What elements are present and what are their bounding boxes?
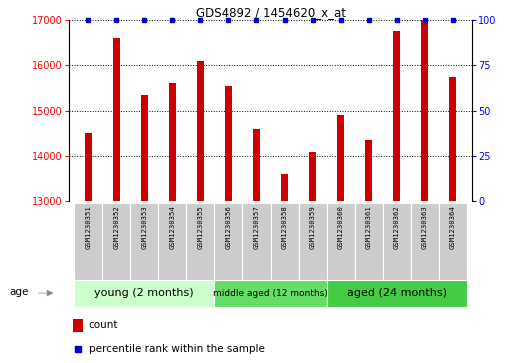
Bar [439, 203, 467, 280]
Bar [214, 203, 242, 280]
Bar [141, 95, 148, 363]
Bar [225, 86, 232, 363]
Bar [74, 203, 102, 280]
Text: GSM1230359: GSM1230359 [309, 205, 315, 249]
Bar [411, 203, 439, 280]
Text: GSM1230363: GSM1230363 [422, 205, 428, 249]
Text: GSM1230352: GSM1230352 [113, 205, 119, 249]
Bar [130, 203, 158, 280]
Bar [299, 203, 327, 280]
Bar [365, 140, 372, 363]
Text: GSM1230361: GSM1230361 [366, 205, 372, 249]
Text: GSM1230351: GSM1230351 [85, 205, 91, 249]
Bar [393, 31, 400, 363]
Text: count: count [89, 321, 118, 330]
Bar [449, 77, 456, 363]
Text: GSM1230362: GSM1230362 [394, 205, 400, 249]
Title: GDS4892 / 1454620_x_at: GDS4892 / 1454620_x_at [196, 6, 345, 19]
Text: GSM1230364: GSM1230364 [450, 205, 456, 249]
Bar [197, 61, 204, 363]
Bar [337, 115, 344, 363]
Text: GSM1230355: GSM1230355 [198, 205, 203, 249]
Bar [214, 280, 327, 307]
Bar [242, 203, 270, 280]
Bar [113, 38, 120, 363]
Bar [102, 203, 130, 280]
Bar [309, 152, 316, 363]
Bar [74, 280, 214, 307]
Bar [327, 203, 355, 280]
Bar [85, 134, 92, 363]
Bar [270, 203, 299, 280]
Bar [158, 203, 186, 280]
Text: GSM1230357: GSM1230357 [253, 205, 260, 249]
Text: GSM1230360: GSM1230360 [338, 205, 343, 249]
Bar [253, 129, 260, 363]
Text: GSM1230354: GSM1230354 [169, 205, 175, 249]
Bar [421, 20, 428, 363]
Bar [355, 203, 383, 280]
Text: GSM1230356: GSM1230356 [226, 205, 232, 249]
Text: GSM1230358: GSM1230358 [281, 205, 288, 249]
Bar [73, 319, 83, 332]
Bar [383, 203, 411, 280]
Text: aged (24 months): aged (24 months) [347, 288, 447, 298]
Bar [186, 203, 214, 280]
Text: young (2 months): young (2 months) [94, 288, 194, 298]
Text: GSM1230353: GSM1230353 [141, 205, 147, 249]
Text: middle aged (12 months): middle aged (12 months) [213, 289, 328, 298]
Text: percentile rank within the sample: percentile rank within the sample [89, 344, 265, 354]
Bar [281, 174, 288, 363]
Bar [169, 83, 176, 363]
Text: age: age [10, 287, 29, 297]
Bar [327, 280, 467, 307]
